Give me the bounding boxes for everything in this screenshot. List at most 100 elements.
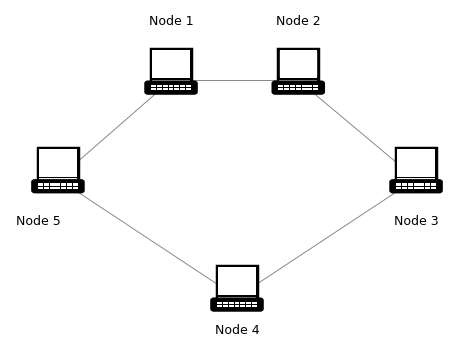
FancyBboxPatch shape bbox=[391, 180, 441, 192]
Bar bbox=[44, 187, 49, 189]
Bar bbox=[38, 184, 43, 186]
Bar bbox=[38, 148, 77, 177]
Text: Node 3: Node 3 bbox=[394, 215, 438, 228]
Bar bbox=[169, 88, 173, 91]
Text: Node 4: Node 4 bbox=[215, 323, 259, 337]
Bar bbox=[151, 49, 191, 79]
Bar bbox=[180, 88, 185, 91]
Bar bbox=[217, 296, 257, 299]
Bar bbox=[284, 85, 289, 87]
Bar bbox=[38, 181, 78, 182]
Bar bbox=[73, 184, 78, 186]
Bar bbox=[186, 88, 191, 91]
Bar bbox=[278, 85, 283, 87]
Bar bbox=[278, 88, 283, 91]
Text: Node 5: Node 5 bbox=[16, 215, 60, 228]
Bar bbox=[290, 88, 295, 91]
Bar bbox=[396, 184, 401, 186]
Bar bbox=[278, 82, 318, 83]
Bar bbox=[50, 187, 55, 189]
Bar bbox=[151, 82, 191, 83]
Bar bbox=[425, 187, 430, 189]
Bar bbox=[152, 50, 190, 78]
Bar bbox=[290, 85, 295, 87]
Bar bbox=[252, 302, 257, 304]
Bar bbox=[396, 187, 401, 189]
Bar bbox=[313, 88, 318, 91]
Bar bbox=[425, 184, 430, 186]
Bar bbox=[402, 184, 407, 186]
Bar bbox=[217, 299, 257, 300]
Bar bbox=[414, 184, 419, 186]
Bar bbox=[180, 85, 185, 87]
Bar bbox=[396, 181, 436, 182]
Bar bbox=[419, 184, 424, 186]
Bar bbox=[296, 85, 301, 87]
Bar bbox=[301, 85, 307, 87]
Bar bbox=[169, 85, 173, 87]
Bar bbox=[151, 79, 191, 82]
Bar bbox=[55, 187, 60, 189]
Bar bbox=[151, 88, 156, 91]
Bar bbox=[307, 88, 312, 91]
Bar bbox=[61, 187, 66, 189]
Bar bbox=[163, 85, 168, 87]
Bar bbox=[307, 85, 312, 87]
Bar bbox=[174, 85, 179, 87]
Bar bbox=[38, 187, 43, 189]
Bar bbox=[397, 148, 436, 177]
Bar bbox=[284, 88, 289, 91]
Bar bbox=[246, 305, 251, 307]
Bar bbox=[408, 187, 413, 189]
Bar bbox=[235, 302, 239, 304]
Bar bbox=[397, 149, 435, 176]
Bar bbox=[408, 184, 413, 186]
Bar bbox=[313, 85, 318, 87]
Bar bbox=[296, 88, 301, 91]
Bar bbox=[218, 267, 256, 295]
Bar bbox=[419, 187, 424, 189]
Bar bbox=[67, 187, 72, 189]
Text: Node 1: Node 1 bbox=[149, 15, 193, 28]
Text: Node 2: Node 2 bbox=[276, 15, 320, 28]
Bar bbox=[73, 187, 78, 189]
Bar bbox=[151, 85, 156, 87]
Bar bbox=[163, 88, 168, 91]
Bar bbox=[402, 187, 407, 189]
Bar bbox=[55, 184, 60, 186]
Bar bbox=[38, 177, 78, 181]
Bar bbox=[67, 184, 72, 186]
Bar bbox=[157, 85, 162, 87]
Bar bbox=[414, 187, 419, 189]
Bar bbox=[38, 148, 78, 177]
Bar bbox=[301, 88, 307, 91]
Bar bbox=[217, 305, 222, 307]
Bar bbox=[240, 302, 245, 304]
Bar bbox=[278, 79, 318, 82]
Bar bbox=[252, 305, 257, 307]
Bar bbox=[44, 184, 49, 186]
Bar bbox=[217, 266, 257, 296]
Bar bbox=[152, 50, 191, 78]
Bar bbox=[61, 184, 66, 186]
Bar bbox=[280, 50, 317, 78]
FancyBboxPatch shape bbox=[33, 180, 83, 192]
Bar bbox=[240, 305, 245, 307]
Bar bbox=[229, 305, 234, 307]
Bar bbox=[431, 187, 436, 189]
FancyBboxPatch shape bbox=[273, 82, 324, 93]
Bar bbox=[396, 177, 436, 181]
Bar bbox=[219, 267, 255, 295]
Bar bbox=[279, 50, 318, 78]
Bar bbox=[39, 149, 77, 176]
Bar bbox=[223, 302, 228, 304]
FancyBboxPatch shape bbox=[146, 82, 196, 93]
Bar bbox=[246, 302, 251, 304]
Bar bbox=[278, 49, 318, 79]
Bar bbox=[157, 88, 162, 91]
Bar bbox=[174, 88, 179, 91]
Bar bbox=[431, 184, 436, 186]
Bar bbox=[229, 302, 234, 304]
FancyBboxPatch shape bbox=[211, 299, 263, 310]
Bar bbox=[223, 305, 228, 307]
